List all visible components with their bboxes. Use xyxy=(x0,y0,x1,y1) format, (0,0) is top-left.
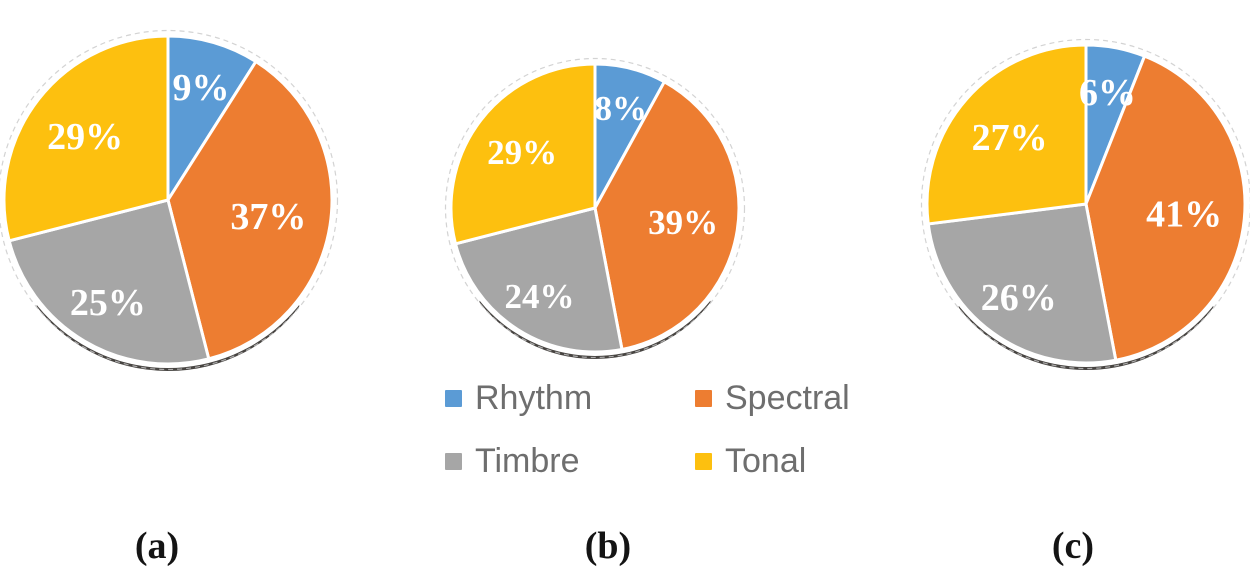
pie-chart-c-svg: 6% 41% 26% 27% xyxy=(920,38,1250,370)
pie-chart-b-svg: 8% 39% 24% 29% xyxy=(444,57,746,359)
spectral-swatch-icon xyxy=(695,390,712,408)
legend-label-timbre: Timbre xyxy=(475,441,580,480)
pie-a-label-timbre: 25% xyxy=(70,282,146,324)
legend-item-spectral: Spectral xyxy=(695,379,850,417)
legend-label-tonal: Tonal xyxy=(725,441,807,480)
pie-a-shadow xyxy=(36,303,300,371)
pie-b-slice-tonal xyxy=(449,62,597,246)
legend-label-rhythm: Rhythm xyxy=(475,379,593,417)
legend-item-tonal: Tonal xyxy=(695,441,850,480)
pie-b-label-timbre: 24% xyxy=(504,277,574,316)
pie-chart-b: 8% 39% 24% 29% xyxy=(441,54,749,367)
pie-a-label-tonal: 29% xyxy=(47,116,123,158)
pie-a-label-spectral: 37% xyxy=(230,196,306,238)
pie-b-halo xyxy=(444,57,746,359)
pie-c-shadow xyxy=(958,304,1214,370)
pie-chart-a: 9% 37% 25% 29% xyxy=(0,26,342,379)
pie-b-label-spectral: 39% xyxy=(648,203,718,242)
pie-c-slice-timbre xyxy=(926,202,1118,365)
pie-a-halo xyxy=(0,29,339,371)
pie-c-label-spectral: 41% xyxy=(1146,194,1222,236)
pie-a-slice-tonal xyxy=(2,34,170,243)
pie-a-slice-timbre xyxy=(7,198,211,366)
pie-c-halo xyxy=(920,38,1250,370)
legend-label-spectral: Spectral xyxy=(725,379,850,417)
pie-b-label-tonal: 29% xyxy=(487,133,557,172)
pie-c-label-rhythm: 6% xyxy=(1079,72,1136,114)
pie-chart-c: 6% 41% 26% 27% xyxy=(917,35,1250,378)
pie-c-slice-spectral xyxy=(1084,54,1247,362)
legend-item-rhythm: Rhythm xyxy=(445,379,695,417)
pie-b-label-rhythm: 8% xyxy=(595,89,648,128)
pie-b-slice-timbre xyxy=(454,206,624,354)
legend-item-timbre: Timbre xyxy=(445,441,695,480)
pie-c-label-timbre: 26% xyxy=(981,277,1057,319)
pie-c-slice-tonal xyxy=(925,43,1088,226)
caption-a: (a) xyxy=(134,525,180,567)
pie-a-slice-spectral xyxy=(166,60,334,361)
tonal-swatch-icon xyxy=(695,453,712,471)
legend: Rhythm Spectral Timbre Tonal xyxy=(445,379,850,480)
caption-b: (b) xyxy=(584,525,632,567)
pie-b-slice-spectral xyxy=(593,80,741,351)
pie-chart-a-svg: 9% 37% 25% 29% xyxy=(0,29,339,371)
caption-c: (c) xyxy=(1051,525,1095,567)
rhythm-swatch-icon xyxy=(445,390,462,408)
timbre-swatch-icon xyxy=(445,453,462,471)
pie-a-label-rhythm: 9% xyxy=(172,67,229,109)
pie-a-slice-rhythm xyxy=(166,34,258,202)
pie-c-label-tonal: 27% xyxy=(972,117,1048,159)
